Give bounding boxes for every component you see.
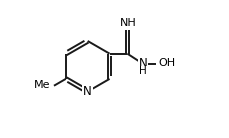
Text: OH: OH xyxy=(158,58,175,68)
Text: NH: NH xyxy=(119,18,136,28)
Text: N: N xyxy=(138,57,147,70)
Text: N: N xyxy=(83,85,92,98)
Text: Me: Me xyxy=(34,80,50,90)
Text: H: H xyxy=(139,66,146,76)
